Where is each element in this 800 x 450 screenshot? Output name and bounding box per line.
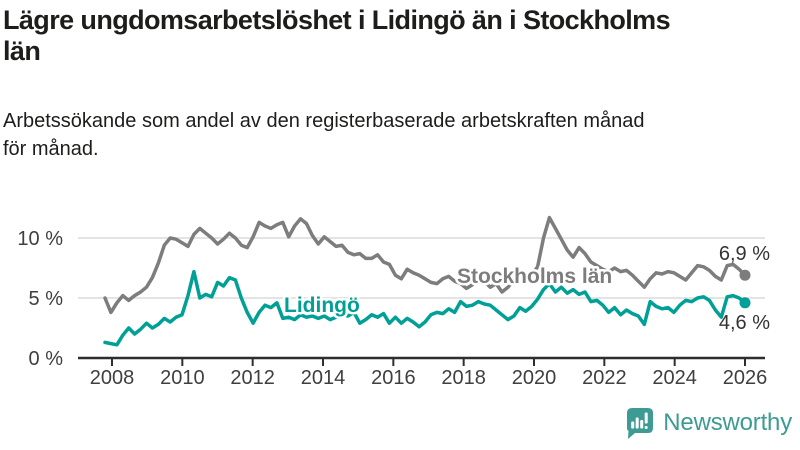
chart-subtitle: Arbetssökande som andel av den registerb…	[3, 107, 795, 163]
x-tick-label: 2012	[230, 367, 275, 389]
series-line-lidingo	[103, 269, 747, 347]
series-lines	[103, 215, 747, 347]
value-label-lidingo: 4,6 %	[719, 312, 770, 334]
y-tick-label: 5 %	[29, 288, 64, 310]
chart-subtitle-line-1: Arbetssökande som andel av den registerb…	[3, 110, 645, 132]
x-axis	[78, 356, 765, 366]
y-tick-label: 0 %	[29, 348, 64, 370]
value-label-stockholms-lan: 6,9 %	[719, 243, 770, 265]
x-tick-label: 2018	[441, 367, 486, 389]
series-label-stockholms-lan: Stockholms län	[457, 265, 612, 288]
chart-title: Lägre ungdomsarbetslöshet i Lidingö än i…	[3, 5, 795, 67]
x-tick-label: 2016	[371, 367, 416, 389]
newsworthy-logo-icon	[627, 408, 654, 439]
x-tick-label: 2008	[90, 367, 135, 389]
chart-title-line-1: Lägre ungdomsarbetslöshet i Lidingö än i…	[3, 5, 671, 35]
x-tick-label: 2024	[652, 367, 697, 389]
newsworthy-brand-name: Newsworthy	[663, 409, 792, 436]
x-tick-label: 2026	[723, 367, 768, 389]
x-tick-label: 2022	[582, 367, 627, 389]
x-tick-label: 2020	[512, 367, 557, 389]
y-tick-label: 10 %	[17, 228, 63, 250]
series-end-dot-lidingo	[739, 297, 751, 309]
series-end-dots	[739, 269, 751, 309]
series-end-dot-stockholms-lan	[739, 269, 751, 281]
series-line-stockholms-lan	[103, 215, 747, 315]
chart-subtitle-line-2: för månad.	[3, 138, 99, 160]
y-axis-labels: 0 % 5 % 10 %	[17, 228, 63, 370]
chart-title-line-2: län	[3, 36, 41, 66]
x-tick-label: 2014	[301, 367, 346, 389]
x-axis-labels: 2008 2010 2012 2014 2016 2018 2020 2022 2024 2026	[90, 367, 768, 389]
newsworthy-logo[interactable]: Newsworthy	[625, 406, 792, 440]
gridlines	[78, 237, 765, 299]
x-tick-label: 2010	[160, 367, 205, 389]
series-label-lidingo: Lidingö	[284, 294, 360, 317]
